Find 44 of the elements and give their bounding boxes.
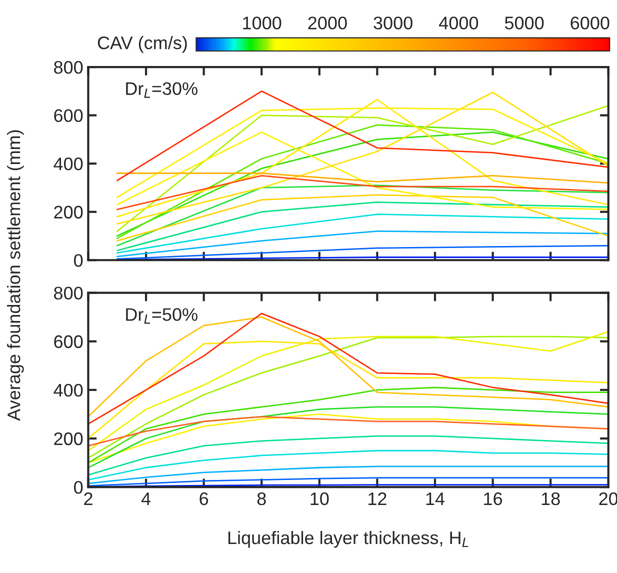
line-series xyxy=(88,450,608,480)
line-series xyxy=(116,230,608,258)
y-tick-label: 600 xyxy=(54,335,83,348)
x-tick-label: 10 xyxy=(310,492,329,506)
x-tick-label: 2 xyxy=(84,492,92,505)
y-tick-label: 0 xyxy=(74,254,83,267)
x-tick-label: 18 xyxy=(542,492,560,506)
color-bar-title: CAV (cm/s) xyxy=(98,36,187,53)
x-tick-label: 8 xyxy=(257,492,266,506)
y-tick-label: 800 xyxy=(54,60,83,74)
line-series xyxy=(88,416,608,446)
y-tick-label: 200 xyxy=(54,432,83,446)
y-tick-label: 800 xyxy=(54,286,83,300)
x-tick-label: 14 xyxy=(426,492,444,505)
y-tick-label: 400 xyxy=(54,384,83,397)
line-series xyxy=(88,386,608,464)
color-bar-label: 6000 xyxy=(570,16,610,30)
y-tick-label: 400 xyxy=(54,158,83,170)
line-series xyxy=(116,194,608,242)
y-axis-title: Average foundation settlement (mm) xyxy=(7,130,24,421)
y-tick-label: 200 xyxy=(54,206,83,219)
x-tick-label: 12 xyxy=(368,492,386,505)
x-tick-label: 4 xyxy=(141,492,151,505)
x-tick-label: 16 xyxy=(484,492,502,506)
annotation: Dr$_{L}$=30% xyxy=(126,82,198,98)
line-series xyxy=(88,466,608,484)
y-tick-label: 0 xyxy=(74,480,83,494)
y-tick-label: 600 xyxy=(54,109,83,122)
line-series xyxy=(116,184,608,246)
color-bar-label: 4000 xyxy=(439,16,478,30)
color-bar-label: 3000 xyxy=(374,16,412,30)
line-series xyxy=(88,340,608,440)
line-series xyxy=(116,172,608,184)
color-bar-label: 1000 xyxy=(243,16,282,30)
annotation: Dr$_{L}$=50% xyxy=(126,308,198,324)
color-bar-label: 2000 xyxy=(308,16,347,30)
line-series xyxy=(116,214,608,254)
x-axis-title: Liquefiable layer thickness, H$_{L}$ xyxy=(228,530,468,548)
line-series xyxy=(116,244,608,260)
color-bar-label: 5000 xyxy=(504,16,544,30)
line-series xyxy=(116,202,608,252)
line-series xyxy=(116,174,608,210)
line-series xyxy=(88,435,608,476)
x-tick-label: 6 xyxy=(200,492,208,506)
